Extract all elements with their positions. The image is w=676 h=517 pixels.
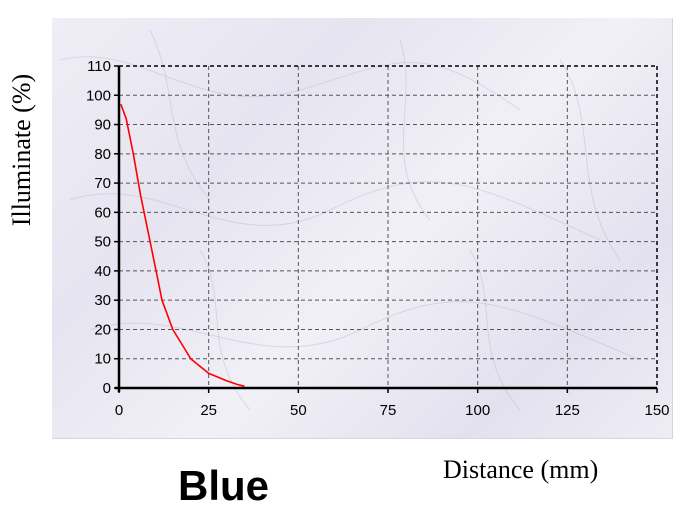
y-axis-label: Illuminate (%) bbox=[2, 30, 42, 270]
x-tick-label: 50 bbox=[290, 402, 307, 419]
x-tick-label: 100 bbox=[465, 402, 490, 419]
y-tick-label: 110 bbox=[87, 58, 111, 75]
x-tick-labels: 0 25 50 75 100 125 150 bbox=[115, 388, 670, 419]
x-tick-label: 75 bbox=[380, 402, 397, 419]
data-series bbox=[120, 103, 245, 387]
grid-lines bbox=[119, 66, 657, 388]
x-tick-label: 25 bbox=[200, 402, 217, 419]
y-tick-label: 30 bbox=[94, 292, 111, 309]
x-tick-label: 150 bbox=[644, 402, 669, 419]
marble-texture bbox=[59, 29, 641, 411]
x-tick-label: 125 bbox=[555, 402, 580, 419]
y-tick-label: 50 bbox=[94, 234, 111, 251]
chart-caption: Blue bbox=[178, 462, 270, 509]
y-tick-label: 20 bbox=[94, 321, 111, 338]
y-tick-labels: 0 10 20 30 40 50 60 70 80 90 100 110 bbox=[86, 58, 119, 397]
y-tick-label: 40 bbox=[94, 263, 111, 280]
y-tick-label: 90 bbox=[94, 117, 111, 134]
chart-background bbox=[52, 18, 673, 439]
series-line bbox=[120, 103, 245, 387]
y-tick-label: 80 bbox=[94, 146, 111, 163]
x-tick-label: 0 bbox=[115, 402, 123, 419]
y-tick-label: 60 bbox=[94, 204, 111, 221]
y-axis-label-text: Illuminate (%) bbox=[7, 73, 36, 227]
y-tick-label: 10 bbox=[94, 351, 111, 368]
x-axis-label: Distance (mm) bbox=[443, 455, 599, 484]
y-tick-label: 100 bbox=[86, 87, 111, 104]
y-tick-label: 70 bbox=[94, 175, 111, 192]
y-tick-label: 0 bbox=[103, 380, 111, 397]
